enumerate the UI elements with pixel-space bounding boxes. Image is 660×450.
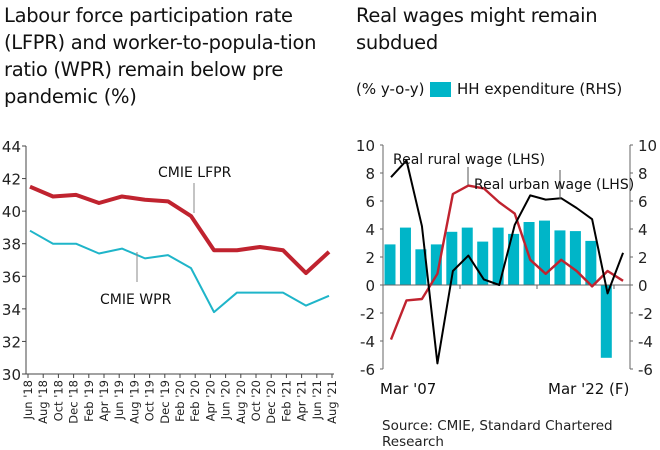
left-x-tick-label: Dec '18	[67, 380, 81, 424]
urban-annotation: Real urban wage (LHS)	[474, 177, 634, 193]
right-lhs-tick-label: -4	[360, 333, 375, 351]
left-x-tick-label: Oct '20	[249, 380, 263, 421]
left-chart-title: Labour force participation rate (LFPR) a…	[4, 4, 317, 108]
hh-expenditure-bar	[523, 222, 535, 285]
hh-expenditure-bar	[384, 244, 396, 285]
source-note: Source: CMIE, Standard Chartered Researc…	[382, 418, 613, 450]
right-rhs-tick-label: -6	[638, 361, 653, 379]
hh-expenditure-bar	[585, 240, 597, 285]
left-y-tick-label: 38	[2, 236, 21, 254]
right-lhs-tick-label: 2	[365, 249, 375, 267]
left-x-tick-label: Jun '19	[112, 380, 126, 420]
right-lhs-tick-label: -2	[360, 305, 375, 323]
left-x-tick-label: Feb '20	[173, 380, 187, 422]
legend-swatch-hh-expenditure	[430, 81, 451, 97]
hh-expenditure-bar	[477, 241, 489, 285]
right-rhs-tick-label: 2	[638, 249, 648, 267]
left-x-tick-label: Jun '18	[21, 380, 35, 420]
wpr-line	[29, 229, 330, 314]
right-lhs-tick-label: 4	[365, 221, 375, 239]
left-y-tick-label: 32	[2, 333, 21, 351]
left-x-tick-label: Apr '20	[203, 380, 217, 421]
hh-expenditure-bar	[554, 230, 566, 285]
left-x-tick-label: Aug '20	[234, 380, 248, 424]
urban-wage-line	[390, 159, 624, 365]
hh-expenditure-bar	[399, 227, 411, 285]
left-x-tick-label: Oct '19	[143, 380, 157, 421]
left-y-tick-label: 44	[2, 138, 21, 156]
rural-annotation: Real rural wage (LHS)	[393, 152, 545, 168]
rural-wage-line	[389, 184, 624, 341]
wpr-annotation: CMIE WPR	[100, 292, 172, 308]
right-lhs-tick-label: 10	[356, 137, 375, 155]
left-y-tick-label: 30	[2, 366, 21, 384]
left-y-tick-label: 40	[2, 203, 21, 221]
right-rhs-tick-label: 6	[638, 193, 648, 211]
legend: HH expenditure (RHS)	[430, 80, 622, 98]
left-x-tick-label: Dec '19	[158, 380, 172, 424]
left-x-tick-label: Apr '19	[97, 380, 111, 421]
left-x-tick-label: Aug '18	[36, 380, 50, 424]
left-x-tick-label: Feb '21	[279, 380, 293, 422]
legend-label-hh-expenditure: HH expenditure (RHS)	[457, 80, 623, 98]
left-x-tick-label: Dec '20	[264, 380, 278, 424]
right-lhs-tick-label: -6	[360, 361, 375, 379]
hh-expenditure-bar	[430, 244, 442, 285]
hh-expenditure-bar	[415, 249, 427, 285]
hh-expenditure-bar	[446, 231, 458, 285]
left-x-tick-label: Feb '20	[188, 380, 202, 422]
right-lhs-tick-label: 6	[365, 193, 375, 211]
hh-expenditure-bar	[461, 227, 473, 285]
right-lhs-tick-label: 8	[365, 165, 375, 183]
right-rhs-tick-label: 0	[638, 277, 648, 295]
left-x-tick-label: Jun '20	[219, 380, 233, 420]
right-x-label-end: Mar '22 (F)	[548, 380, 629, 398]
units-label: (% y-o-y)	[356, 80, 425, 98]
left-x-tick-label: Oct '18	[51, 380, 65, 421]
right-rhs-tick-label: -2	[638, 305, 653, 323]
left-y-tick-label: 34	[2, 301, 21, 319]
left-x-tick-label: Feb '19	[82, 380, 96, 422]
right-x-label-start: Mar '07	[380, 380, 436, 398]
right-chart-title: Real wages might remain subdued	[356, 4, 598, 54]
left-x-tick-label: Aug '21	[325, 380, 339, 424]
lfpr-line	[29, 184, 331, 276]
left-x-tick-label: Jun '21	[310, 380, 324, 420]
right-rhs-tick-label: 4	[638, 221, 648, 239]
hh-expenditure-bar	[539, 220, 550, 285]
left-x-tick-label: Aug '19	[127, 380, 141, 424]
hh-expenditure-bar	[600, 285, 612, 358]
right-rhs-tick-label: -4	[638, 333, 653, 351]
lfpr-annotation: CMIE LFPR	[158, 165, 232, 181]
left-x-tick-label: Apr '21	[295, 380, 309, 421]
hh-expenditure-bar	[508, 233, 520, 285]
right-lhs-tick-label: 0	[365, 277, 375, 295]
right-rhs-tick-label: 10	[638, 137, 657, 155]
hh-expenditure-bar	[492, 227, 504, 285]
right-rhs-tick-label: 8	[638, 165, 648, 183]
hh-expenditure-bar	[569, 231, 581, 285]
left-y-tick-label: 42	[2, 171, 21, 189]
left-y-tick-label: 36	[2, 268, 21, 286]
